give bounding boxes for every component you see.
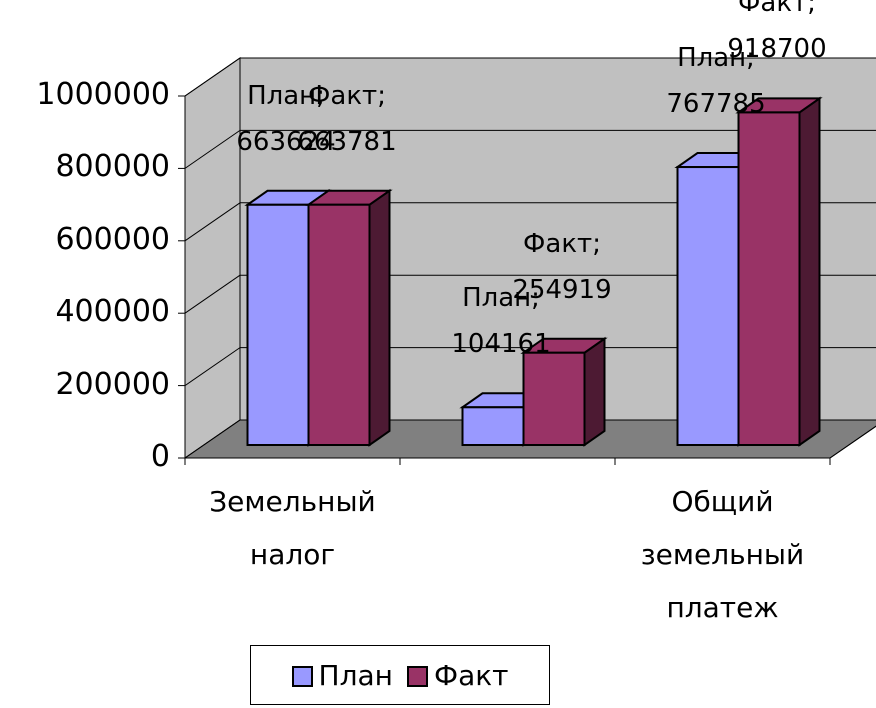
y-tick-label: 600000 [55, 221, 170, 257]
grid-line [184, 202, 241, 242]
bar [737, 111, 801, 446]
y-tick-label: 200000 [55, 366, 170, 402]
bar [307, 203, 371, 446]
grid-line [184, 347, 241, 387]
y-tick-label: 1000000 [36, 77, 170, 112]
bar-side [368, 188, 391, 447]
grid-line [184, 57, 241, 97]
bar-side [583, 336, 606, 447]
grid-line [184, 419, 241, 459]
data-label: План; 104161 [451, 283, 551, 360]
data-label: Факт; 918700 [727, 0, 827, 65]
data-label: План; 767785 [666, 43, 766, 120]
y-tick-label: 800000 [55, 149, 170, 185]
data-label: Факт; 663781 [297, 80, 397, 157]
x-tick-label: Земельный налог [209, 485, 376, 571]
legend-swatch [291, 666, 313, 687]
bar [246, 203, 310, 446]
bar-side [798, 96, 821, 447]
legend-item: План [291, 658, 393, 692]
bar [461, 406, 525, 447]
bar [676, 166, 740, 446]
legend-swatch [406, 666, 428, 687]
legend-label: План [318, 658, 393, 692]
legend-item: Факт [406, 658, 509, 692]
grid-line [184, 274, 241, 314]
x-tick-label: Общий земельный платеж [640, 485, 805, 624]
bar [522, 351, 586, 447]
data-label: План; 663624 [236, 80, 336, 157]
legend: План Факт [250, 645, 550, 705]
data-label: Факт; 254919 [512, 228, 612, 305]
grid-line [184, 129, 241, 169]
legend-label: Факт [433, 658, 509, 692]
y-tick-label: 0 [150, 439, 170, 474]
y-tick-label: 400000 [55, 294, 170, 330]
